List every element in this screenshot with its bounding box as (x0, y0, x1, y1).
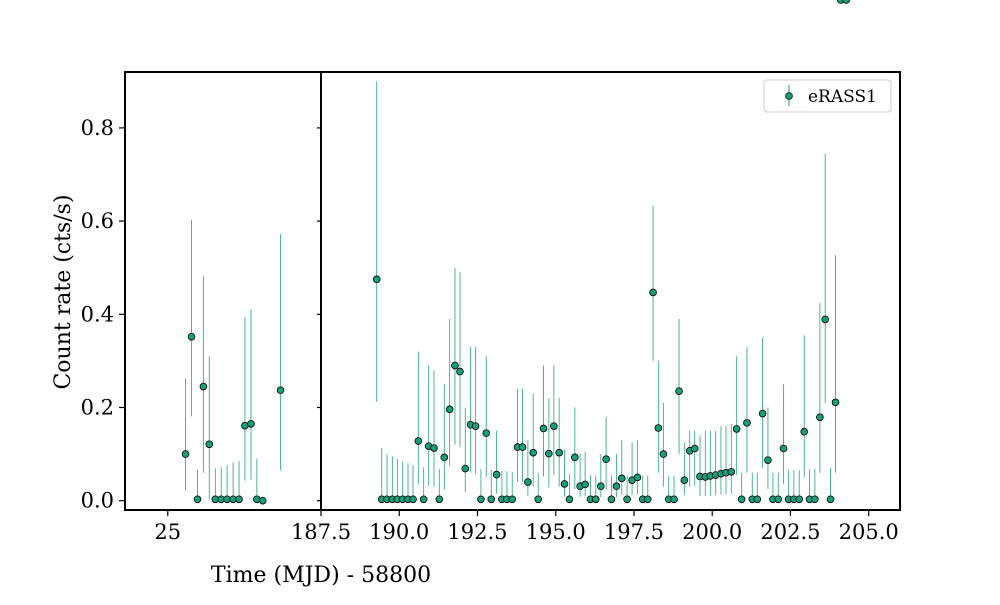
data-point (690, 444, 699, 453)
data-point (821, 315, 829, 324)
legend-box (763, 79, 892, 113)
x-tick-label: 25 (154, 520, 181, 544)
data-point (565, 495, 574, 504)
data-point (633, 473, 642, 482)
y-tick-label: 0.4 (81, 302, 114, 326)
data-point (181, 450, 190, 458)
data-point (550, 422, 558, 430)
data-point (276, 386, 285, 395)
data-point (205, 440, 214, 449)
legend-label: eRASS1 (808, 87, 877, 107)
data-point (445, 405, 454, 414)
x-tick-label: 200.0 (682, 520, 742, 544)
data-point (193, 495, 202, 504)
x-tick-label: 190.0 (369, 520, 429, 544)
data-point (414, 437, 423, 445)
data-point (732, 425, 741, 433)
data-point (571, 453, 579, 462)
data-point (555, 448, 563, 457)
data-point (461, 464, 470, 473)
data-point (753, 495, 762, 504)
data-point (430, 444, 438, 452)
data-point (529, 448, 537, 457)
data-point (456, 367, 464, 376)
data-point (670, 495, 678, 504)
y-axis-label: Count rate (cts/s) (51, 194, 76, 389)
data-point (518, 443, 527, 451)
y-tick-label: 0.8 (81, 116, 114, 140)
legend: eRASS1 (763, 79, 892, 113)
data-point (764, 456, 772, 464)
data-point (581, 480, 589, 489)
y-tick-label: 0.6 (81, 209, 114, 233)
data-point (591, 495, 600, 504)
data-point (539, 424, 548, 433)
data-point (680, 476, 689, 484)
x-tick-label: 192.5 (447, 520, 507, 544)
data-point (258, 496, 267, 505)
data-point (774, 495, 783, 504)
data-point (795, 495, 804, 504)
data-point (409, 495, 417, 504)
data-point (534, 495, 543, 504)
legend-marker (785, 92, 793, 100)
left-panel-frame (124, 71, 322, 511)
x-tick-label: 197.5 (604, 520, 664, 544)
data-point (758, 409, 767, 418)
data-point (602, 455, 610, 464)
data-point (643, 495, 652, 504)
x-tick-label: 202.5 (760, 520, 820, 544)
data-point (247, 419, 255, 428)
data-point (612, 482, 621, 491)
data-point (482, 429, 491, 437)
x-tick-label: 187.5 (291, 520, 351, 544)
data-point (826, 495, 835, 504)
data-point (451, 361, 459, 370)
left-panel (124, 71, 322, 511)
data-point (471, 422, 480, 430)
data-point (596, 482, 605, 491)
data-point (435, 495, 444, 504)
data-point (737, 495, 746, 504)
data-point (607, 495, 616, 504)
y-tick-label: 0.0 (81, 489, 114, 513)
data-point (842, 0, 850, 4)
data-point (235, 495, 243, 504)
data-point (623, 495, 631, 504)
right-panel (320, 0, 901, 511)
data-point (492, 470, 501, 479)
data-point (187, 332, 196, 341)
right-panel-frame (320, 71, 901, 511)
y-axis: 0.0 0.2 0.4 0.6 0.8 (81, 116, 321, 513)
data-point (675, 387, 683, 395)
x-axes: 25 187.5 190.0 192.5 195.0 197.5 200.0 202.5 205… (154, 510, 899, 544)
x-tick-label: 195.0 (526, 520, 586, 544)
data-point (659, 450, 668, 458)
data-point (831, 398, 840, 407)
data-point (477, 495, 485, 504)
data-point (419, 495, 428, 504)
data-point (487, 495, 496, 504)
data-point (727, 467, 736, 476)
data-point (800, 427, 809, 436)
x-tick-label: 205.0 (839, 520, 899, 544)
data-point (779, 444, 788, 453)
data-point (654, 424, 663, 432)
data-point (545, 449, 553, 458)
data-point (743, 419, 751, 427)
data-point (649, 288, 657, 297)
data-point (617, 474, 626, 483)
data-point (508, 495, 517, 504)
data-point (440, 453, 449, 462)
data-point (372, 275, 381, 284)
data-point (524, 478, 532, 486)
data-point (199, 382, 208, 391)
x-axis-label: Time (MJD) - 58800 (211, 563, 431, 588)
data-point (816, 413, 824, 422)
y-tick-label: 0.2 (81, 395, 114, 419)
data-point (560, 480, 569, 488)
data-point (811, 495, 819, 504)
